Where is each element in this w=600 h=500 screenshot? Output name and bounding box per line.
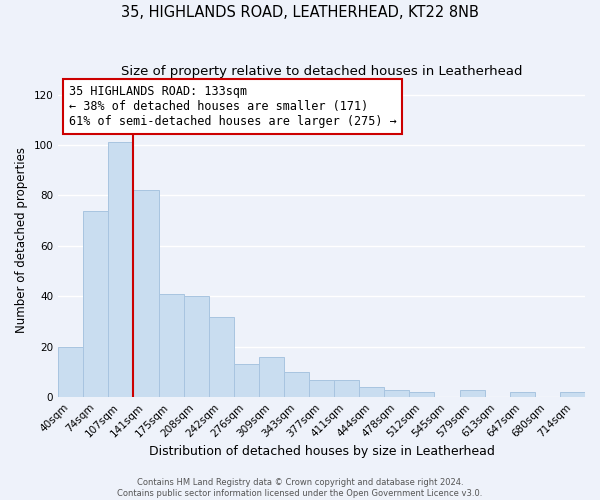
Bar [309, 380, 334, 397]
Title: Size of property relative to detached houses in Leatherhead: Size of property relative to detached ho… [121, 65, 523, 78]
Bar [385, 390, 409, 397]
Bar [460, 390, 485, 397]
X-axis label: Distribution of detached houses by size in Leatherhead: Distribution of detached houses by size … [149, 444, 494, 458]
Bar [234, 364, 259, 397]
Bar [560, 392, 585, 397]
Bar [109, 142, 133, 397]
Bar [133, 190, 158, 397]
Bar [334, 380, 359, 397]
Bar [284, 372, 309, 397]
Bar [58, 347, 83, 397]
Text: 35, HIGHLANDS ROAD, LEATHERHEAD, KT22 8NB: 35, HIGHLANDS ROAD, LEATHERHEAD, KT22 8N… [121, 5, 479, 20]
Bar [209, 316, 234, 397]
Text: 35 HIGHLANDS ROAD: 133sqm
← 38% of detached houses are smaller (171)
61% of semi: 35 HIGHLANDS ROAD: 133sqm ← 38% of detac… [69, 85, 397, 128]
Text: Contains HM Land Registry data © Crown copyright and database right 2024.
Contai: Contains HM Land Registry data © Crown c… [118, 478, 482, 498]
Bar [158, 294, 184, 397]
Y-axis label: Number of detached properties: Number of detached properties [15, 146, 28, 332]
Bar [83, 210, 109, 397]
Bar [184, 296, 209, 397]
Bar [359, 387, 385, 397]
Bar [510, 392, 535, 397]
Bar [259, 357, 284, 397]
Bar [409, 392, 434, 397]
